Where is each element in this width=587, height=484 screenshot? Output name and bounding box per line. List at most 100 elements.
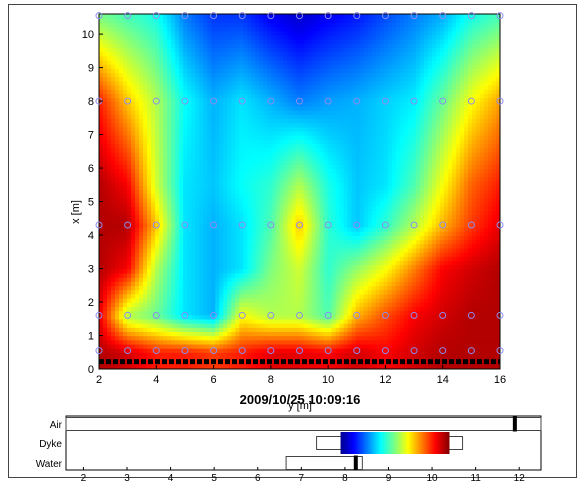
- heatmap-cell: [255, 302, 260, 307]
- heatmap-cell: [315, 352, 321, 358]
- heatmap-cell: [323, 55, 329, 61]
- heatmap-cell: [259, 89, 265, 94]
- heatmap-cell: [127, 298, 132, 303]
- heatmap-cell: [107, 55, 112, 61]
- heatmap-cell: [139, 193, 144, 199]
- heatmap-cell: [227, 14, 232, 19]
- heatmap-cell: [123, 114, 128, 120]
- heatmap-cell: [139, 55, 144, 61]
- heatmap-cell: [259, 147, 265, 153]
- heatmap-cell: [219, 172, 224, 178]
- heatmap-cell: [135, 348, 140, 353]
- heatmap-cell: [207, 185, 212, 191]
- heatmap-cell: [127, 147, 132, 153]
- heatmap-cell: [111, 222, 116, 228]
- heatmap-cell: [103, 210, 108, 216]
- heatmap-cell: [179, 247, 184, 253]
- heatmap-cell: [159, 277, 164, 282]
- heatmap-cell: [331, 164, 337, 170]
- heatmap-cell: [159, 310, 164, 316]
- heatmap-cell: [287, 72, 293, 78]
- heatmap-cell: [291, 247, 297, 253]
- heatmap-cell: [295, 314, 301, 320]
- heatmap-cell: [251, 331, 256, 337]
- heatmap-cell: [131, 306, 136, 312]
- heatmap-cell: [331, 93, 337, 99]
- heatmap-cell: [311, 327, 317, 333]
- heatmap-cell: [283, 227, 289, 232]
- heatmap-cell: [315, 147, 321, 153]
- heatmap-cell: [279, 30, 285, 36]
- heatmap-cell: [243, 51, 248, 57]
- heatmap-cell: [131, 147, 136, 153]
- heatmap-cell: [323, 277, 329, 282]
- heatmap-cell: [271, 139, 277, 145]
- heatmap-cell: [219, 14, 224, 19]
- heatmap-cell: [171, 181, 176, 186]
- heatmap-cell: [331, 256, 337, 262]
- heatmap-cell: [271, 285, 277, 291]
- heatmap-cell: [107, 260, 112, 266]
- heatmap-cell: [179, 172, 184, 178]
- heatmap-cell: [127, 51, 132, 57]
- heatmap-cell: [147, 197, 152, 203]
- heatmap-cell: [159, 268, 164, 274]
- heatmap-cell: [203, 18, 208, 23]
- heatmap-cell: [263, 76, 269, 82]
- heatmap-cell: [175, 76, 180, 82]
- heatmap-cell: [111, 130, 116, 136]
- heatmap-cell: [111, 314, 116, 320]
- heatmap-cell: [123, 55, 128, 61]
- heatmap-cell: [111, 318, 116, 324]
- heatmap-cell: [99, 348, 104, 353]
- heatmap-cell: [123, 59, 128, 65]
- heatmap-cell: [247, 189, 252, 195]
- heatmap-cell: [215, 277, 220, 282]
- heatmap-cell: [267, 164, 273, 170]
- heatmap-cell: [227, 135, 232, 140]
- heatmap-cell: [155, 214, 160, 220]
- heatmap-cell: [199, 126, 204, 132]
- heatmap-cell: [167, 114, 172, 120]
- heatmap-cell: [315, 101, 321, 107]
- heatmap-cell: [203, 72, 208, 78]
- heatmap-cell: [243, 306, 248, 312]
- heatmap-cell: [167, 59, 172, 65]
- heatmap-cell: [119, 314, 124, 320]
- heatmap-cell: [195, 189, 200, 195]
- heatmap-cell: [283, 201, 289, 207]
- heatmap-cell: [235, 314, 240, 320]
- heatmap-cell: [203, 89, 208, 94]
- heatmap-cell: [239, 68, 244, 74]
- heatmap-cell: [195, 168, 200, 174]
- heatmap-cell: [271, 210, 277, 216]
- heatmap-cell: [279, 356, 285, 362]
- heatmap-cell: [327, 239, 333, 245]
- heatmap-cell: [203, 122, 208, 128]
- heatmap-cell: [119, 64, 124, 69]
- heatmap-cell: [199, 139, 204, 145]
- heatmap-cell: [275, 189, 281, 195]
- heatmap-cell: [287, 264, 293, 270]
- heatmap-cell: [319, 105, 325, 111]
- heatmap-cell: [175, 264, 180, 270]
- heatmap-cell: [243, 277, 248, 282]
- heatmap-cell: [159, 76, 164, 82]
- heatmap-cell: [111, 364, 116, 369]
- heatmap-cell: [323, 156, 329, 161]
- heatmap-cell: [295, 231, 301, 236]
- heatmap-cell: [307, 22, 313, 28]
- heatmap-cell: [259, 235, 265, 241]
- heatmap-cell: [123, 197, 128, 203]
- heatmap-cell: [179, 22, 184, 28]
- heatmap-cell: [307, 197, 313, 203]
- heatmap-cell: [175, 293, 180, 299]
- heatmap-cell: [115, 222, 120, 228]
- heatmap-cell: [243, 64, 248, 69]
- heatmap-cell: [287, 135, 293, 140]
- heatmap-cell: [203, 235, 208, 241]
- heatmap-cell: [219, 285, 224, 291]
- heatmap-cell: [255, 356, 260, 362]
- heatmap-cell: [167, 181, 172, 186]
- heatmap-cell: [151, 364, 156, 369]
